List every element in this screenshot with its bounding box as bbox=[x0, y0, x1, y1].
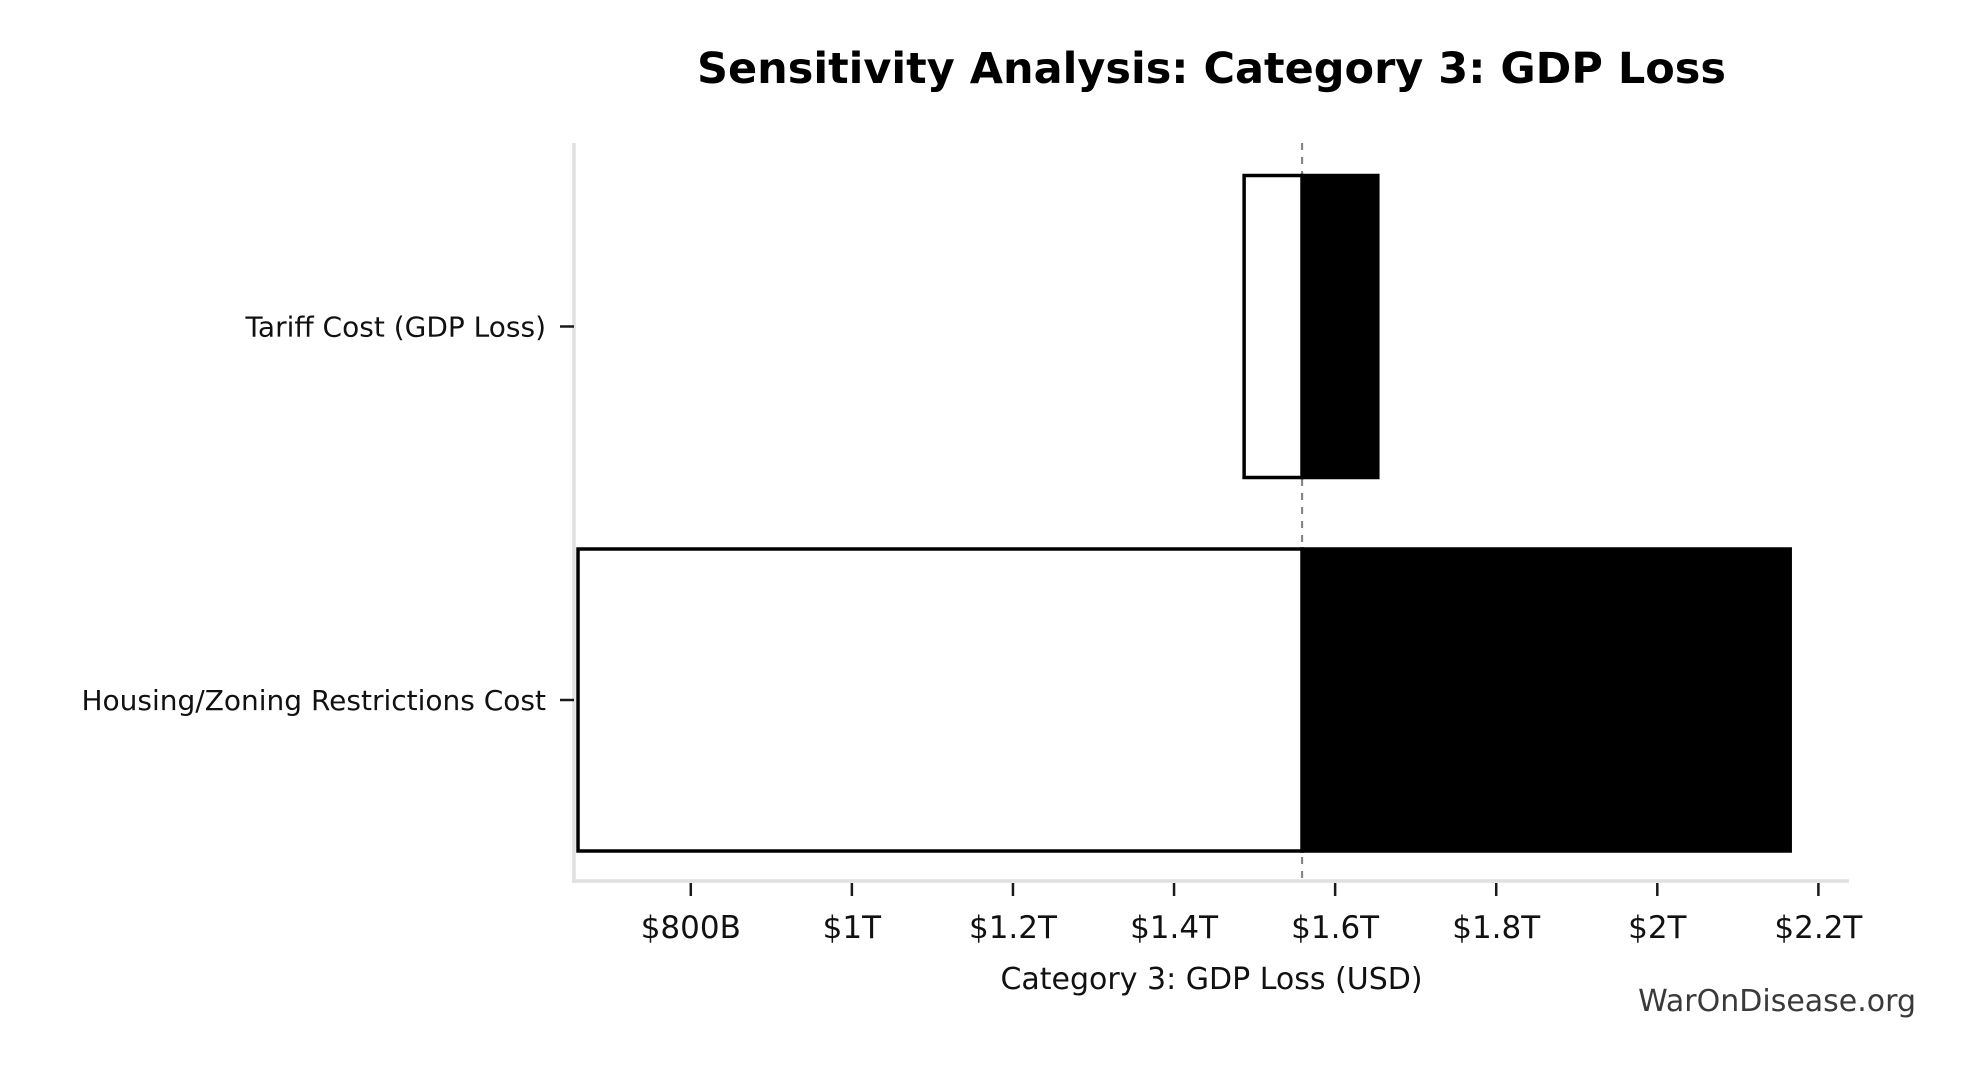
x-axis-title: Category 3: GDP Loss (USD) bbox=[1000, 962, 1423, 997]
x-tick-label: $1T bbox=[823, 910, 882, 946]
x-tick-label: $1.4T bbox=[1130, 910, 1219, 946]
x-tick-label: $2.2T bbox=[1774, 910, 1863, 946]
chart-title: Sensitivity Analysis: Category 3: GDP Lo… bbox=[697, 44, 1726, 94]
bar-low-segment bbox=[576, 547, 1304, 853]
x-tick-label: $1.6T bbox=[1291, 910, 1380, 946]
category-label: Tariff Cost (GDP Loss) bbox=[244, 311, 546, 344]
bar-high-segment bbox=[1300, 173, 1380, 480]
watermark-text: WarOnDisease.org bbox=[1638, 984, 1916, 1019]
x-tick-label: $1.2T bbox=[969, 910, 1058, 946]
bar-low-segment bbox=[1242, 173, 1304, 480]
bar-high-segment bbox=[1300, 547, 1792, 853]
x-tick-label: $2T bbox=[1628, 910, 1687, 946]
x-tick-label: $800B bbox=[641, 910, 741, 946]
category-label: Housing/Zoning Restrictions Cost bbox=[81, 684, 546, 717]
x-tick-label: $1.8T bbox=[1452, 910, 1541, 946]
